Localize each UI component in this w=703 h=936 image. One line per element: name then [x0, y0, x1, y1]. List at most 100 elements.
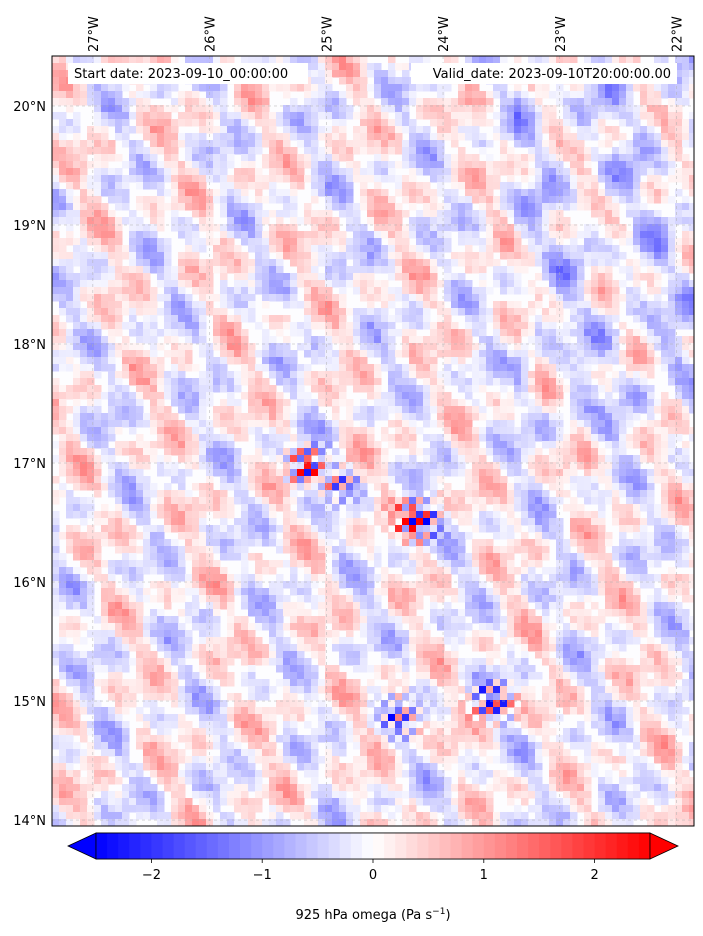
field-cell — [542, 231, 550, 239]
field-cell — [423, 238, 431, 246]
field-cell — [577, 105, 585, 113]
field-cell — [388, 217, 396, 225]
field-cell — [458, 399, 466, 407]
field-cell — [472, 252, 480, 260]
field-cell — [409, 315, 417, 323]
field-cell — [52, 322, 60, 330]
field-cell — [234, 203, 242, 211]
field-cell — [164, 91, 172, 99]
field-cell — [59, 294, 67, 302]
field-cell — [388, 91, 396, 99]
field-cell — [87, 483, 95, 491]
field-cell — [220, 364, 228, 372]
field-cell — [276, 469, 284, 477]
field-cell — [689, 203, 694, 211]
field-cell — [514, 189, 522, 197]
field-cell — [283, 497, 291, 505]
field-cell — [353, 126, 361, 134]
field-cell — [374, 154, 382, 162]
field-cell — [612, 147, 620, 155]
field-cell — [374, 84, 382, 92]
field-cell — [612, 126, 620, 134]
field-cell — [619, 147, 627, 155]
field-cell — [570, 140, 578, 148]
field-cell — [381, 168, 389, 176]
field-cell — [668, 301, 676, 309]
field-cell — [157, 385, 165, 393]
field-cell — [458, 301, 466, 309]
field-cell — [528, 336, 536, 344]
field-cell — [612, 182, 620, 190]
field-cell — [514, 112, 522, 120]
field-cell — [500, 448, 508, 456]
field-cell — [171, 287, 179, 295]
field-cell — [577, 385, 585, 393]
field-cell — [563, 224, 571, 232]
field-cell — [150, 133, 158, 141]
field-cell — [689, 287, 694, 295]
field-cell — [87, 315, 95, 323]
field-cell — [472, 378, 480, 386]
field-cell — [241, 154, 249, 162]
field-cell — [115, 427, 123, 435]
field-cell — [178, 455, 186, 463]
field-cell — [178, 448, 186, 456]
field-cell — [304, 84, 312, 92]
field-cell — [633, 301, 641, 309]
field-cell — [374, 441, 382, 449]
field-cell — [584, 322, 592, 330]
field-cell — [458, 336, 466, 344]
field-cell — [108, 329, 116, 337]
field-cell — [192, 455, 200, 463]
field-cell — [178, 322, 186, 330]
field-cell — [59, 252, 67, 260]
field-cell — [255, 266, 263, 274]
field-cell — [52, 210, 60, 218]
field-cell — [633, 196, 641, 204]
field-cell — [304, 434, 312, 442]
field-cell — [199, 133, 207, 141]
field-cell — [465, 336, 473, 344]
field-cell — [150, 385, 158, 393]
field-cell — [633, 350, 641, 358]
field-cell — [612, 252, 620, 260]
field-cell — [535, 161, 543, 169]
field-cell — [570, 308, 578, 316]
field-cell — [493, 427, 501, 435]
field-cell — [633, 490, 641, 498]
field-cell — [416, 399, 424, 407]
field-cell — [507, 182, 515, 190]
field-cell — [430, 280, 438, 288]
field-cell — [549, 182, 557, 190]
field-cell — [668, 133, 676, 141]
field-cell — [577, 364, 585, 372]
field-cell — [465, 385, 473, 393]
field-cell — [276, 140, 284, 148]
field-cell — [689, 77, 694, 85]
field-cell — [654, 252, 662, 260]
field-cell — [402, 343, 410, 351]
field-cell — [192, 399, 200, 407]
field-cell — [332, 252, 340, 260]
field-cell — [500, 238, 508, 246]
field-cell — [185, 147, 193, 155]
field-cell — [276, 231, 284, 239]
field-cell — [283, 371, 291, 379]
field-cell — [108, 56, 116, 64]
field-cell — [136, 378, 144, 386]
field-cell — [150, 105, 158, 113]
field-cell — [220, 315, 228, 323]
field-cell — [521, 420, 529, 428]
field-cell — [304, 154, 312, 162]
field-cell — [493, 301, 501, 309]
field-cell — [318, 252, 326, 260]
field-cell — [668, 476, 676, 484]
field-cell — [360, 462, 368, 470]
field-cell — [164, 329, 172, 337]
field-cell — [304, 315, 312, 323]
field-cell — [633, 231, 641, 239]
field-cell — [248, 112, 256, 120]
field-cell — [570, 462, 578, 470]
field-cell — [157, 189, 165, 197]
field-cell — [59, 308, 67, 316]
